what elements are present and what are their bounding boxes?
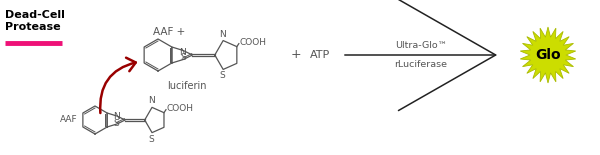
Text: N: N: [113, 112, 120, 121]
Text: S: S: [148, 135, 154, 144]
Text: S: S: [114, 119, 119, 128]
Text: COOH: COOH: [167, 104, 194, 113]
Text: N: N: [219, 30, 226, 39]
Text: Dead-Cell
Protease: Dead-Cell Protease: [5, 10, 65, 32]
Text: luciferin: luciferin: [167, 81, 206, 91]
Text: AAF +: AAF +: [153, 27, 185, 37]
Text: Glo: Glo: [535, 48, 561, 62]
Text: ATP: ATP: [310, 50, 330, 60]
Text: COOH: COOH: [240, 38, 267, 47]
Text: rLuciferase: rLuciferase: [395, 60, 448, 69]
Text: N: N: [148, 96, 154, 105]
Text: AAF: AAF: [61, 115, 78, 124]
Polygon shape: [520, 27, 576, 83]
FancyArrowPatch shape: [100, 58, 136, 113]
Text: Ultra-Glo™: Ultra-Glo™: [395, 41, 447, 50]
Text: S: S: [219, 71, 225, 80]
Text: N: N: [179, 48, 186, 57]
Text: +: +: [290, 49, 301, 62]
Text: S: S: [180, 53, 185, 62]
